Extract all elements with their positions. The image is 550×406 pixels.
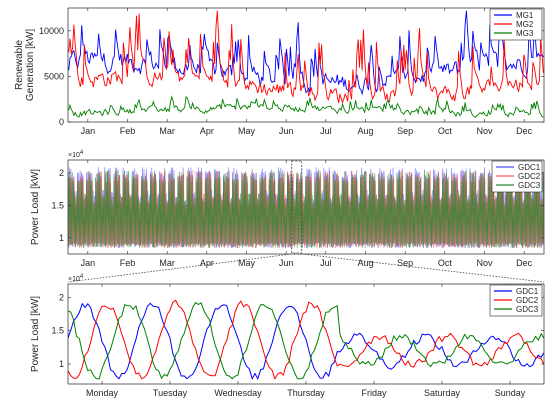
zoom-connector-right <box>301 253 545 283</box>
x-tick-label-may: May <box>238 126 256 136</box>
x-tick-label-thursday: Thursday <box>287 388 325 398</box>
x-tick-label-nov: Nov <box>476 126 493 136</box>
y-axis-label-line: Power Load [kW] <box>30 296 41 372</box>
y-axis-label: RenewableGeneration [kW] <box>14 29 36 101</box>
y-tick-label: 1.5 <box>51 326 64 336</box>
series-line-gdc3 <box>68 301 544 380</box>
y-tick-label: 1 <box>59 233 64 243</box>
x-tick-label-sep: Sep <box>397 126 413 136</box>
x-tick-label-saturday: Saturday <box>424 388 461 398</box>
legend-label-gdc2: GDC2 <box>518 172 541 181</box>
y-axis-label-line: Renewable <box>14 40 25 90</box>
x-tick-label-tuesday: Tuesday <box>153 388 188 398</box>
axes-box <box>67 283 545 385</box>
series-line-gdc2 <box>68 299 544 380</box>
legend-label-gdc1: GDC1 <box>518 163 541 172</box>
x-tick-label-oct: Oct <box>438 258 453 268</box>
x-tick-label-jul: Jul <box>320 126 332 136</box>
x-tick-label-jun: Jun <box>279 126 294 136</box>
x-tick-label-feb: Feb <box>120 258 136 268</box>
legend-label-gdc3: GDC3 <box>518 181 541 190</box>
x-tick-label-apr: Apr <box>200 258 214 268</box>
series-line-mg2 <box>68 10 544 104</box>
x-tick-label-sep: Sep <box>397 258 413 268</box>
axes-box <box>67 159 545 255</box>
x-tick-label-oct: Oct <box>438 126 453 136</box>
y-tick-label: 1.5 <box>51 200 64 210</box>
y-exponent: ×104 <box>68 274 84 283</box>
zoom-connector-left <box>67 253 292 283</box>
series-line-gdc3 <box>68 170 544 249</box>
y-axis-label: Power Load [kW] <box>30 296 41 372</box>
x-tick-label-friday: Friday <box>361 388 387 398</box>
legend-label-gdc2: GDC2 <box>516 296 539 305</box>
y-tick-label: 2 <box>59 168 64 178</box>
x-tick-label-feb: Feb <box>120 126 136 136</box>
zoom-box <box>291 160 303 254</box>
panel-1: Jan Feb Mar Apr May Jun Jul Aug Sep Oct Nov Dec 0 500… <box>14 7 545 136</box>
legend-label-mg3: MG3 <box>516 29 534 38</box>
y-tick-label: 5000 <box>44 71 64 81</box>
legend-label-gdc1: GDC1 <box>516 287 539 296</box>
x-tick-label-dec: Dec <box>516 126 533 136</box>
series-line-gdc1 <box>68 302 544 381</box>
y-tick-label: 0 <box>59 117 64 127</box>
x-tick-label-mar: Mar <box>159 126 175 136</box>
y-tick-label: 2 <box>59 292 64 302</box>
y-tick-label: 10000 <box>39 26 64 36</box>
x-tick-label-may: May <box>238 258 256 268</box>
x-tick-label-jan: Jan <box>81 126 96 136</box>
x-tick-label-apr: Apr <box>200 126 214 136</box>
x-tick-label-sunday: Sunday <box>495 388 526 398</box>
y-axis-label: Power Load [kW] <box>30 169 41 245</box>
x-tick-label-nov: Nov <box>476 258 493 268</box>
series-line-mg1 <box>68 10 544 96</box>
x-tick-label-jul: Jul <box>320 258 332 268</box>
y-axis-label-line: Generation [kW] <box>25 29 36 101</box>
panel-2: Jan Feb Mar Apr May Jun Jul Aug Sep Oct Nov Dec 1 1.5… <box>30 150 545 283</box>
x-tick-label-wednesday: Wednesday <box>214 388 262 398</box>
legend-label-gdc3: GDC3 <box>516 305 539 314</box>
legend-label-mg2: MG2 <box>516 20 534 29</box>
x-tick-label-mar: Mar <box>159 258 175 268</box>
axes-box <box>67 7 545 123</box>
y-tick-label: 1 <box>59 359 64 369</box>
y-axis-label-line: Power Load [kW] <box>30 169 41 245</box>
x-tick-label-jan: Jan <box>81 258 96 268</box>
x-tick-label-monday: Monday <box>86 388 119 398</box>
legend-label-mg1: MG1 <box>516 11 534 20</box>
x-tick-label-aug: Aug <box>357 258 373 268</box>
panel-3: Monday Tuesday Wednesday Thursday Friday Satu… <box>30 274 545 398</box>
x-tick-label-aug: Aug <box>357 126 373 136</box>
series-line-mg3 <box>68 95 544 118</box>
y-exponent: ×104 <box>68 150 84 159</box>
x-tick-label-dec: Dec <box>516 258 533 268</box>
x-tick-label-jun: Jun <box>279 258 294 268</box>
